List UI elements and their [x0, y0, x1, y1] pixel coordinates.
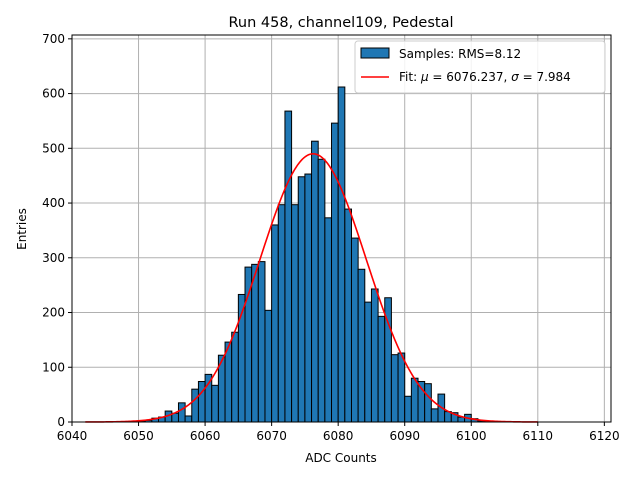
histogram-bar — [271, 224, 279, 423]
legend-fit-sigma-value: = 7.984 — [519, 70, 571, 84]
x-tick-label: 6050 — [123, 429, 154, 443]
histogram-bar — [284, 110, 293, 423]
y-axis-ticks: 0 100 200 300 400 500 600 700 — [42, 32, 72, 429]
y-tick-label: 100 — [42, 360, 65, 374]
legend-box — [354, 40, 606, 94]
x-tick-label: 6100 — [456, 429, 487, 443]
histogram-bar — [337, 86, 346, 423]
chart-title: Run 458, channel109, Pedestal — [228, 15, 453, 31]
y-tick-label: 400 — [42, 196, 65, 210]
histogram-bar — [404, 395, 412, 423]
histogram-bar — [410, 377, 419, 423]
fit-curve — [85, 152, 538, 423]
histogram-bar — [390, 354, 399, 423]
plot-frame — [71, 34, 612, 423]
x-tick-label: 6040 — [57, 429, 88, 443]
histogram-bar — [251, 263, 259, 423]
y-tick-label: 0 — [57, 415, 65, 429]
histogram-bar — [430, 408, 439, 423]
histogram-bar — [191, 388, 199, 423]
x-tick-label: 6070 — [256, 429, 287, 443]
y-tick-label: 200 — [42, 306, 65, 320]
x-axis-ticks: 6040 6050 6060 6070 6080 6090 6100 6110 6120 — [57, 422, 620, 443]
y-tick-label: 500 — [42, 141, 65, 155]
histogram-bar — [211, 384, 219, 423]
histogram-bar — [231, 331, 239, 423]
histogram-bar — [264, 309, 273, 423]
histogram-bar — [424, 383, 432, 423]
histogram-bar — [317, 158, 326, 423]
y-tick-label: 300 — [42, 251, 65, 265]
histogram-bar — [364, 301, 372, 423]
histogram-bar — [257, 261, 266, 423]
histogram-bar — [324, 217, 333, 423]
histogram-bar — [291, 204, 299, 423]
x-axis-label: ADC Counts — [305, 451, 377, 465]
legend-fit-prefix: Fit: — [399, 70, 421, 84]
histogram-bar — [357, 268, 366, 423]
x-tick-label: 6080 — [323, 429, 354, 443]
histogram-bar — [277, 204, 286, 423]
y-axis-label: Entries — [15, 208, 29, 250]
histogram-bar — [331, 122, 339, 423]
histogram-bar — [177, 402, 186, 423]
legend-samples-label: Samples: RMS=8.12 — [399, 47, 521, 61]
y-tick-label: 700 — [42, 32, 65, 46]
histogram-bar — [397, 352, 406, 423]
legend-samples-swatch — [360, 47, 390, 59]
histogram-bar — [377, 315, 386, 423]
legend-fit-sigma-symbol: σ — [511, 70, 519, 84]
y-tick-label: 600 — [42, 87, 65, 101]
histogram-bar — [370, 288, 379, 423]
histogram-bar — [297, 176, 306, 423]
legend: Samples: RMS=8.12 Fit: μ = 6076.237, σ =… — [354, 40, 606, 94]
legend-fit-mu-value: = 6076.237, — [429, 70, 512, 84]
x-tick-label: 6120 — [589, 429, 620, 443]
histogram-bar — [244, 266, 253, 423]
histogram-bar — [197, 380, 206, 423]
histogram-bars — [131, 86, 499, 423]
histogram-bar — [184, 415, 193, 423]
x-tick-label: 6060 — [190, 429, 221, 443]
histogram-bar — [304, 173, 313, 423]
legend-fit-label: Fit: μ = 6076.237, σ = 7.984 — [399, 70, 571, 84]
histogram-bar — [344, 208, 352, 423]
histogram-bar — [350, 237, 359, 423]
legend-fit-mu-symbol: μ — [420, 70, 429, 84]
histogram-bar — [224, 341, 233, 423]
x-tick-label: 6110 — [523, 429, 554, 443]
x-tick-label: 6090 — [389, 429, 420, 443]
histogram-bar — [311, 140, 319, 423]
